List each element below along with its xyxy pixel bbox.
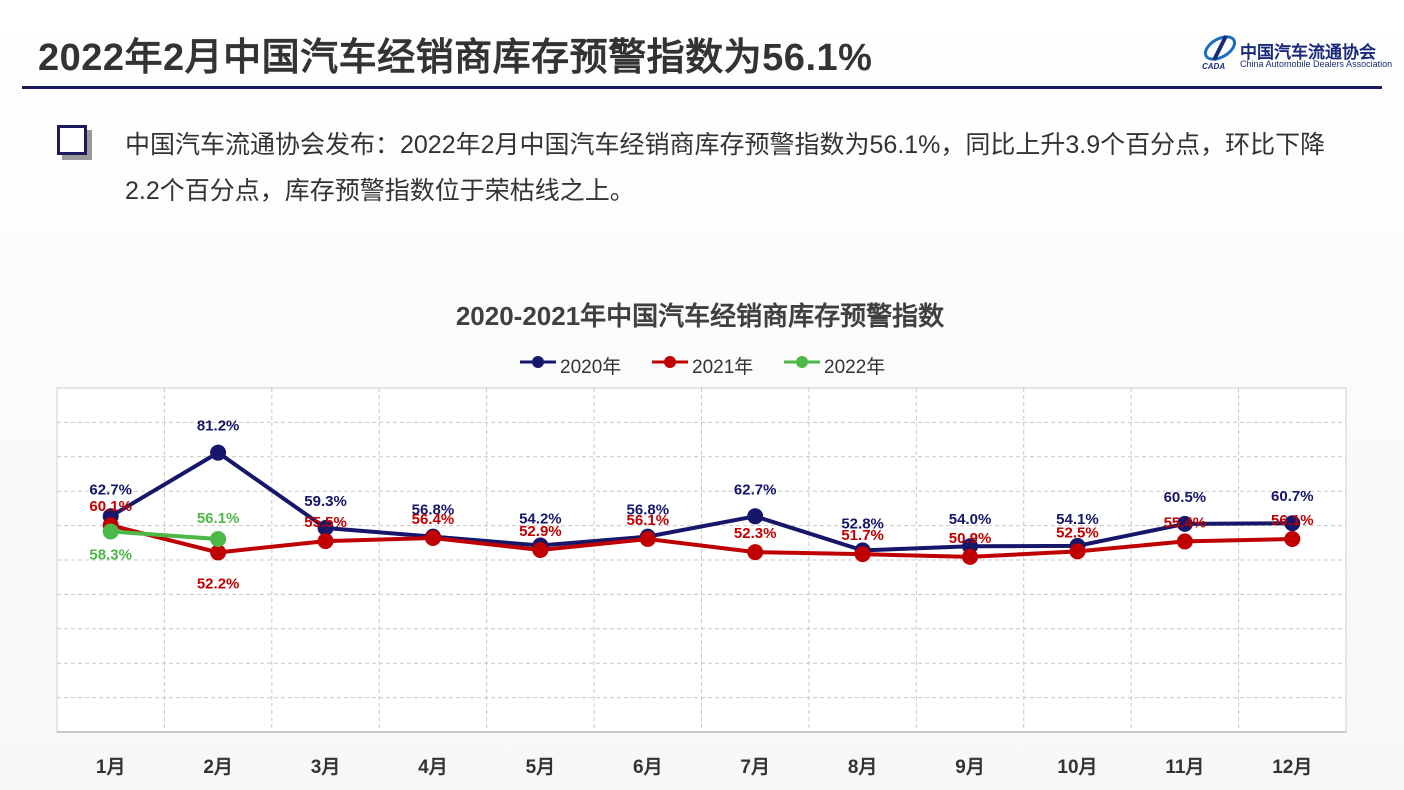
title-rule [22,86,1382,89]
logo-icon [1203,35,1237,61]
data-point [210,444,227,461]
data-label: 50.9% [949,530,992,547]
data-point [854,546,871,563]
bullet-box [57,125,87,155]
data-label: 58.3% [89,546,132,563]
data-point [962,548,979,565]
data-label: 59.3% [304,493,347,510]
x-tick-label: 1月 [96,757,126,778]
data-label: 52.5% [1056,524,1099,541]
bullet-text: 中国汽车流通协会发布：2022年2月中国汽车经销商库存预警指数为56.1%，同比… [125,131,1326,205]
series-line [110,523,1293,559]
x-tick-label: 2月 [203,757,233,778]
x-tick-label: 4月 [418,757,448,778]
data-label: 60.5% [1164,489,1207,506]
data-point [747,508,764,525]
data-label: 51.7% [841,527,884,544]
data-point [1284,531,1301,548]
legend-marker [796,356,808,368]
series-line [110,529,219,542]
data-label: 55.4% [1164,514,1207,531]
logo-english: China Automobile Dealers Association [1240,59,1393,69]
data-label: 62.7% [734,481,777,498]
data-point [639,531,656,548]
data-point [424,529,441,546]
data-label: 54.1% [1056,511,1099,528]
data-label: 52.3% [734,525,777,542]
data-label: 56.1% [197,510,240,527]
legend-label: 2022年 [824,356,885,378]
data-label: 56.4% [412,511,455,528]
data-point [532,542,549,559]
data-label: 54.0% [949,511,992,528]
legend-marker [664,356,676,368]
data-point [1176,515,1193,532]
x-tick-label: 3月 [311,757,341,778]
data-point [1069,543,1086,560]
x-tick-label: 6月 [633,757,663,778]
x-tick-label: 10月 [1057,757,1097,778]
logo-abbr: CADA [1202,62,1226,71]
legend-label: 2020年 [560,356,621,378]
data-label: 52.2% [197,575,240,592]
data-label: 55.5% [304,514,347,531]
x-tick-label: 7月 [740,757,770,778]
data-point [317,520,334,537]
slide-title: 2022年2月中国汽车经销商库存预警指数为56.1% [38,37,873,79]
data-point [1176,533,1193,550]
data-label: 54.2% [519,511,562,528]
x-tick-label: 12月 [1272,757,1312,778]
data-label: 60.7% [1271,488,1314,505]
x-tick-label: 8月 [848,757,878,778]
x-tick-label: 9月 [955,757,985,778]
data-label: 56.8% [627,502,670,519]
data-point [210,531,227,548]
data-point [317,533,334,550]
x-tick-label: 11月 [1165,757,1204,778]
logo-name: 中国汽车流通协会 [1240,43,1376,62]
data-point [747,544,764,561]
data-label: 62.7% [89,481,132,498]
legend-label: 2021年 [692,356,753,378]
data-point [102,523,119,540]
series-line [109,450,1293,553]
data-label: 81.2% [197,418,240,435]
legend-marker [532,356,544,368]
x-tick-label: 5月 [526,757,556,778]
chart-title: 2020-2021年中国汽车经销商库存预警指数 [456,301,945,331]
data-label: 52.8% [841,515,884,532]
data-label: 56.8% [412,502,455,519]
data-label: 56.1% [627,512,670,529]
data-point [210,544,227,561]
data-point [1284,515,1301,532]
data-label: 60.1% [89,498,132,515]
data-label: 56.1% [1271,512,1314,529]
data-label: 52.9% [519,523,562,540]
